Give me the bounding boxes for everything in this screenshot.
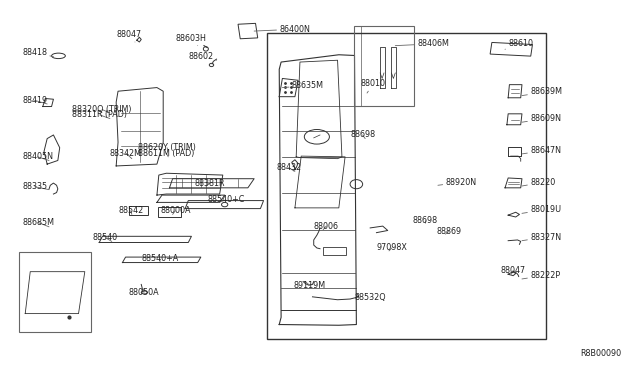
Bar [323,247,346,255]
Text: 88419: 88419 [22,96,47,105]
Text: 88406M: 88406M [396,39,449,48]
Text: 88000A: 88000A [160,206,191,215]
Text: 88685M: 88685M [22,218,54,227]
Text: 88220: 88220 [522,178,556,187]
Text: R8B00090: R8B00090 [580,349,621,358]
Bar [157,207,181,217]
Text: 88342M: 88342M [110,149,142,159]
Text: 86400N: 86400N [254,25,310,34]
Text: 88320Q (TRIM): 88320Q (TRIM) [72,105,132,114]
Text: 88006: 88006 [314,222,339,231]
Text: 88047: 88047 [116,30,141,42]
Text: 88019U: 88019U [522,205,561,214]
Bar [267,33,546,339]
Text: 88610: 88610 [505,39,533,49]
Text: 88620Y (TRIM): 88620Y (TRIM) [138,143,196,152]
Text: 89119M: 89119M [294,280,326,290]
Text: 88698: 88698 [350,131,375,140]
Text: 88010: 88010 [361,80,386,93]
Text: 88418: 88418 [22,48,54,57]
Text: 88222P: 88222P [522,271,560,280]
Text: 88920N: 88920N [438,178,477,187]
Bar [19,251,91,332]
Text: 97098X: 97098X [376,244,407,253]
Text: 88602: 88602 [188,52,216,61]
Text: 88611M (PAD): 88611M (PAD) [138,149,195,158]
Bar [355,26,414,106]
Text: 88335: 88335 [22,182,49,191]
Text: 88869: 88869 [436,227,461,236]
Text: 88635M: 88635M [282,81,324,90]
Text: 88647N: 88647N [522,146,561,155]
Text: 88047: 88047 [500,266,525,275]
Text: 88540+C: 88540+C [207,195,244,204]
Text: 88327N: 88327N [522,232,561,241]
Text: 88050A: 88050A [129,288,159,297]
Bar [129,206,148,215]
Text: 88381R: 88381R [195,179,225,187]
Text: 88540+A: 88540+A [141,254,179,263]
Text: 88540: 88540 [93,233,118,242]
Text: 88405N: 88405N [22,153,53,161]
Bar [238,23,258,39]
Text: 88609N: 88609N [522,114,561,123]
Text: 88698: 88698 [413,216,438,225]
Text: 88432: 88432 [276,163,301,172]
Text: 88532Q: 88532Q [355,293,386,302]
Text: 88311R (PAD): 88311R (PAD) [72,110,127,119]
Text: 88639M: 88639M [522,87,562,96]
Text: 88603H: 88603H [176,34,207,46]
Text: 88542: 88542 [118,206,143,215]
Bar [490,42,532,56]
